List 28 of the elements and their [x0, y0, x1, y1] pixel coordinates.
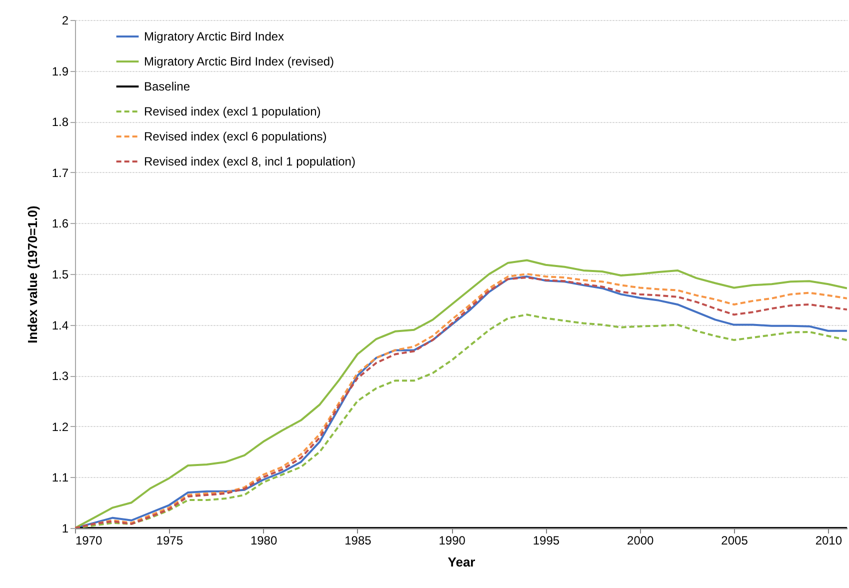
legend-label: Migratory Arctic Bird Index: [144, 30, 284, 44]
x-tick-label: 2010: [815, 534, 842, 548]
x-tick-label: 1985: [344, 534, 372, 548]
legend-label: Baseline: [144, 80, 190, 94]
legend-label: Revised index (excl 6 populations): [144, 130, 327, 144]
x-tick-label: 1980: [250, 534, 278, 548]
x-tick-label: 1975: [156, 534, 184, 548]
x-tick-label: 2005: [721, 534, 748, 548]
x-tick-label: 1995: [532, 534, 560, 548]
y-tick-label: 1.6: [52, 216, 69, 231]
y-tick-label: 1.4: [52, 318, 69, 332]
legend-label: Revised index (excl 1 population): [144, 104, 321, 118]
y-tick-label: 1.1: [52, 470, 69, 485]
y-tick-label: 1: [62, 522, 69, 536]
x-tick-label: 2000: [627, 534, 654, 548]
y-tick-label: 1.8: [52, 115, 69, 130]
y-tick-label: 1.3: [52, 369, 69, 384]
legend-label: Migratory Arctic Bird Index (revised): [144, 54, 334, 68]
legend-label: Revised index (excl 8, incl 1 population): [144, 154, 356, 168]
y-tick-label: 1.7: [52, 166, 69, 180]
y-tick-label: 1.5: [52, 268, 69, 282]
y-tick-label: 1.9: [52, 64, 69, 78]
x-tick-label: 1990: [438, 534, 466, 548]
y-axis-title: Index value (1970=1.0): [24, 206, 40, 344]
y-tick-label: 2: [62, 14, 69, 28]
x-tick-label: 1970: [76, 534, 103, 548]
x-axis-title: Year: [448, 554, 476, 570]
y-tick-label: 1.2: [52, 420, 69, 434]
